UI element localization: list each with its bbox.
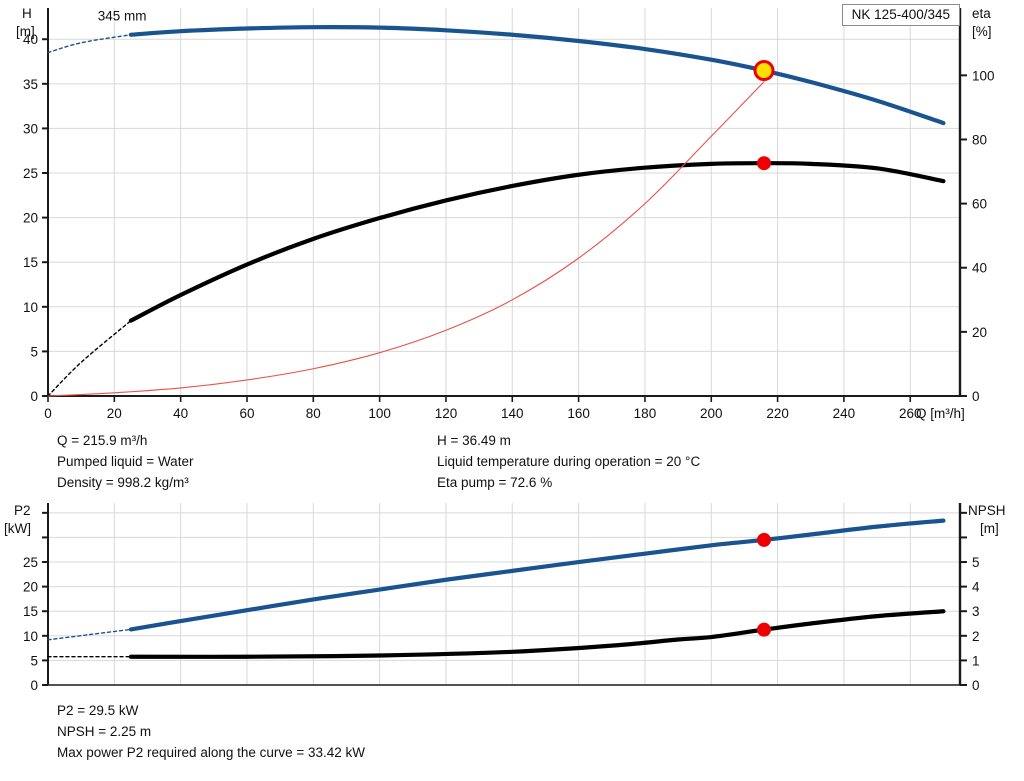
left-axis-tick-label: 0 — [30, 678, 38, 693]
curve-system-duty-curve — [47, 81, 765, 397]
power-result-text: P2 = 29.5 kW — [57, 703, 139, 718]
right-axis-tick-label: 80 — [972, 132, 987, 147]
x-axis-tick-label: 120 — [435, 406, 458, 421]
x-axis-tick-label: 180 — [634, 406, 657, 421]
duty-info-right-column: H = 36.49 m Liquid temperature during op… — [437, 430, 700, 493]
left-axis-title: P2 — [14, 503, 31, 518]
impeller-size-label: 345 mm — [98, 8, 147, 23]
eta-pump-text: Eta pump = 72.6 % — [437, 475, 553, 490]
left-axis-tick-label: 10 — [23, 629, 38, 644]
right-axis-tick-label: 0 — [972, 678, 980, 693]
x-axis-label: Q [m³/h] — [916, 406, 965, 421]
x-axis-tick-label: 200 — [700, 406, 723, 421]
x-axis-tick-label: 220 — [766, 406, 789, 421]
right-axis-tick-label: 60 — [972, 197, 987, 212]
right-axis-tick-label: 3 — [972, 604, 980, 619]
right-axis-tick-label: 4 — [972, 580, 980, 595]
left-axis-tick-label: 20 — [23, 211, 38, 226]
density-text: Density = 998.2 kg/m³ — [57, 475, 189, 490]
power-npsh-chart: 0 5 10 15 20 25 0 1 2 3 4 5 P2 [kW] NPSH [m] — [0, 497, 1024, 697]
x-axis-tick-label: 40 — [173, 406, 188, 421]
power-npsh-plot: 0 5 10 15 20 25 0 1 2 3 4 5 P2 [kW] NPSH [m] — [4, 503, 1006, 693]
x-axis-tick-label: 140 — [501, 406, 524, 421]
pump-model-label: NK 125-400/345 — [841, 4, 960, 26]
curve-efficiency-curve-extension-dashed — [47, 319, 132, 397]
x-axis-tick-label: 0 — [44, 406, 52, 421]
right-axis-tick-label: 5 — [972, 555, 980, 570]
left-axis-tick-label: 25 — [23, 166, 38, 181]
x-axis-tick-label: 100 — [368, 406, 391, 421]
npsh-result-text: NPSH = 2.25 m — [57, 724, 152, 739]
left-axis-title: H — [22, 6, 32, 21]
right-axis-tick-label: 40 — [972, 261, 987, 276]
left-axis-tick-label: 20 — [23, 580, 38, 595]
duty-point-info: Q = 215.9 m³/h Pumped liquid = Water Den… — [0, 427, 1024, 495]
left-axis-tick-label: 5 — [30, 653, 38, 668]
curve-head-curve-extension-dashed — [47, 34, 132, 54]
curve-efficiency-curve-eta — [128, 161, 946, 323]
x-axis-tick-label: 60 — [239, 406, 254, 421]
curve-head-curve-h-345-mm-impeller — [128, 25, 946, 126]
head-efficiency-plot: 0 5 10 15 20 25 30 35 40 0 20 40 60 80 100 0 20 40 60 80 100… — [16, 6, 995, 421]
duty-flow-text: Q = 215.9 m³/h — [57, 433, 148, 448]
right-axis-tick-label: 2 — [972, 629, 980, 644]
pumped-liquid-text: Pumped liquid = Water — [57, 454, 194, 469]
right-axis-unit: [%] — [972, 24, 992, 39]
x-axis-tick-label: 160 — [567, 406, 590, 421]
left-axis-tick-label: 0 — [30, 389, 38, 404]
duty-head-text: H = 36.49 m — [437, 433, 511, 448]
x-axis-tick-label: 260 — [899, 406, 922, 421]
left-axis-tick-label: 15 — [23, 604, 38, 619]
top-grid — [48, 8, 960, 396]
npsh-duty-point — [757, 622, 772, 637]
left-axis-tick-label: 40 — [23, 32, 38, 47]
x-axis-tick-label: 240 — [833, 406, 856, 421]
x-axis-tick-label: 80 — [306, 406, 321, 421]
eta-duty-point — [757, 156, 772, 171]
right-axis-tick-label: 0 — [972, 389, 980, 404]
head-duty-point — [753, 60, 775, 82]
left-axis-tick-label: 5 — [30, 344, 38, 359]
result-info: P2 = 29.5 kW NPSH = 2.25 m Max power P2 … — [57, 700, 365, 763]
max-power-result-text: Max power P2 required along the curve = … — [57, 745, 366, 760]
left-axis-tick-label: 10 — [23, 300, 38, 315]
left-axis-tick-label: 25 — [23, 555, 38, 570]
curve-power-curve-extension-dashed — [47, 628, 132, 641]
curve-npsh-curve — [128, 609, 946, 659]
left-axis-unit: [m] — [16, 24, 35, 39]
liquid-temperature-text: Liquid temperature during operation = 20… — [437, 454, 701, 469]
x-axis-tick-label: 20 — [107, 406, 122, 421]
right-axis-tick-label: 1 — [972, 653, 980, 668]
left-axis-tick-label: 35 — [23, 77, 38, 92]
left-axis-tick-label: 30 — [23, 121, 38, 136]
left-axis-unit: [kW] — [4, 521, 31, 536]
right-axis-title: eta — [972, 6, 991, 21]
right-axis-tick-label: 20 — [972, 325, 987, 340]
curve-power-curve-p2 — [128, 518, 946, 632]
right-axis-title: NPSH — [968, 503, 1006, 518]
right-axis-unit: [m] — [980, 521, 999, 536]
power-duty-point — [757, 532, 772, 547]
right-axis-tick-label: 100 — [972, 68, 995, 83]
left-axis-tick-label: 15 — [23, 255, 38, 270]
head-efficiency-chart: 0 5 10 15 20 25 30 35 40 0 20 40 60 80 100 0 20 40 60 80 100… — [16, 6, 995, 421]
duty-info-left-column: Q = 215.9 m³/h Pumped liquid = Water Den… — [57, 430, 193, 493]
